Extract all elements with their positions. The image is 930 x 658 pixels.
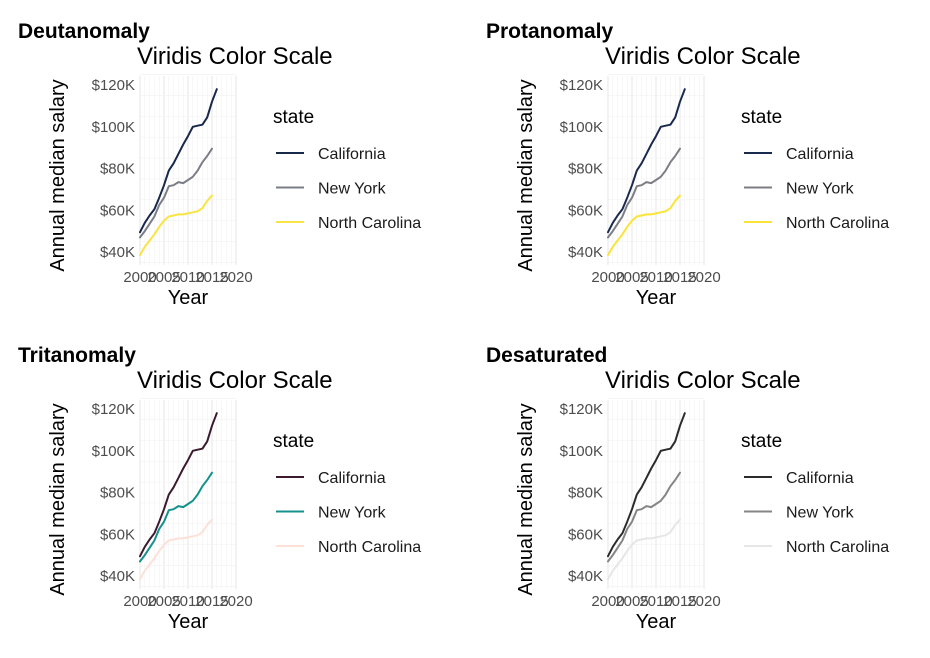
legend-label: New York [786, 181, 855, 198]
y-axis-title: Annual median salary [515, 79, 537, 271]
chart-title: Viridis Color Scale [137, 43, 333, 70]
x-tick-label: 2015 [663, 593, 696, 610]
y-tick-label: $40K [568, 568, 603, 585]
panel-label: Protanomaly [486, 20, 614, 43]
legend-label: North Carolina [786, 539, 889, 556]
legend-title: state [741, 107, 782, 128]
x-tick-label: 2015 [663, 269, 696, 286]
series-line-california [139, 88, 218, 234]
legend-label: New York [318, 505, 387, 522]
x-tick-label: 2000 [591, 593, 624, 610]
y-tick-label: $100K [560, 119, 603, 136]
x-tick-label: 2010 [639, 593, 672, 610]
series-line-north-carolina [607, 518, 681, 581]
y-tick-label: $40K [568, 244, 603, 261]
y-tick-label: $80K [568, 485, 603, 502]
y-tick-label: $120K [92, 77, 135, 94]
series-line-north-carolina [139, 194, 213, 257]
y-tick-label: $60K [100, 526, 135, 543]
series-line-new-york [607, 471, 681, 563]
legend-label: North Carolina [318, 539, 421, 556]
x-tick-label: 2015 [195, 593, 228, 610]
x-tick-label: 2020 [687, 593, 720, 610]
y-axis-title: Annual median salary [515, 403, 537, 595]
x-tick-label: 2005 [615, 593, 648, 610]
y-tick-label: $100K [560, 443, 603, 460]
legend-title: state [273, 107, 314, 128]
legend-label: North Carolina [318, 215, 421, 232]
x-tick-label: 2010 [171, 593, 204, 610]
x-tick-label: 2000 [123, 593, 156, 610]
y-tick-label: $120K [92, 401, 135, 418]
y-tick-label: $60K [100, 202, 135, 219]
legend-title: state [741, 431, 782, 452]
x-tick-label: 2010 [171, 269, 204, 286]
x-tick-label: 2005 [147, 269, 180, 286]
series-line-new-york [607, 147, 681, 239]
series-line-north-carolina [139, 518, 213, 581]
x-tick-label: 2000 [123, 269, 156, 286]
series-line-california [139, 412, 218, 558]
series-line-new-york [139, 147, 213, 239]
x-tick-label: 2020 [219, 269, 252, 286]
x-axis-title: Year [168, 611, 209, 633]
y-tick-label: $80K [100, 485, 135, 502]
legend-label: North Carolina [786, 215, 889, 232]
x-axis-title: Year [636, 611, 677, 633]
x-axis-title: Year [636, 287, 677, 309]
y-tick-label: $80K [568, 161, 603, 178]
x-tick-label: 2020 [219, 593, 252, 610]
x-tick-label: 2010 [639, 269, 672, 286]
x-tick-label: 2015 [195, 269, 228, 286]
y-tick-label: $40K [100, 244, 135, 261]
y-tick-label: $100K [92, 119, 135, 136]
y-axis-title: Annual median salary [47, 79, 69, 271]
panel-label: Tritanomaly [18, 344, 136, 367]
y-tick-label: $120K [560, 77, 603, 94]
y-tick-label: $80K [100, 161, 135, 178]
legend-label: New York [318, 181, 387, 198]
legend-label: California [318, 146, 386, 163]
x-tick-label: 2000 [591, 269, 624, 286]
chart-title: Viridis Color Scale [605, 43, 801, 70]
series-line-california [607, 412, 686, 558]
x-axis-title: Year [168, 287, 209, 309]
y-tick-label: $40K [100, 568, 135, 585]
legend-label: California [786, 146, 854, 163]
y-tick-label: $100K [92, 443, 135, 460]
x-tick-label: 2005 [147, 593, 180, 610]
y-tick-label: $60K [568, 202, 603, 219]
chart-title: Viridis Color Scale [605, 367, 801, 394]
x-tick-label: 2005 [615, 269, 648, 286]
panel-label: Deutanomaly [18, 20, 150, 43]
series-line-california [607, 88, 686, 234]
legend-label: California [786, 470, 854, 487]
chart-title: Viridis Color Scale [137, 367, 333, 394]
y-axis-title: Annual median salary [47, 403, 69, 595]
legend-label: New York [786, 505, 855, 522]
y-tick-label: $60K [568, 526, 603, 543]
legend-title: state [273, 431, 314, 452]
x-tick-label: 2020 [687, 269, 720, 286]
series-line-new-york [139, 471, 213, 563]
series-line-north-carolina [607, 194, 681, 257]
panel-label: Desaturated [486, 344, 607, 367]
y-tick-label: $120K [560, 401, 603, 418]
legend-label: California [318, 470, 386, 487]
